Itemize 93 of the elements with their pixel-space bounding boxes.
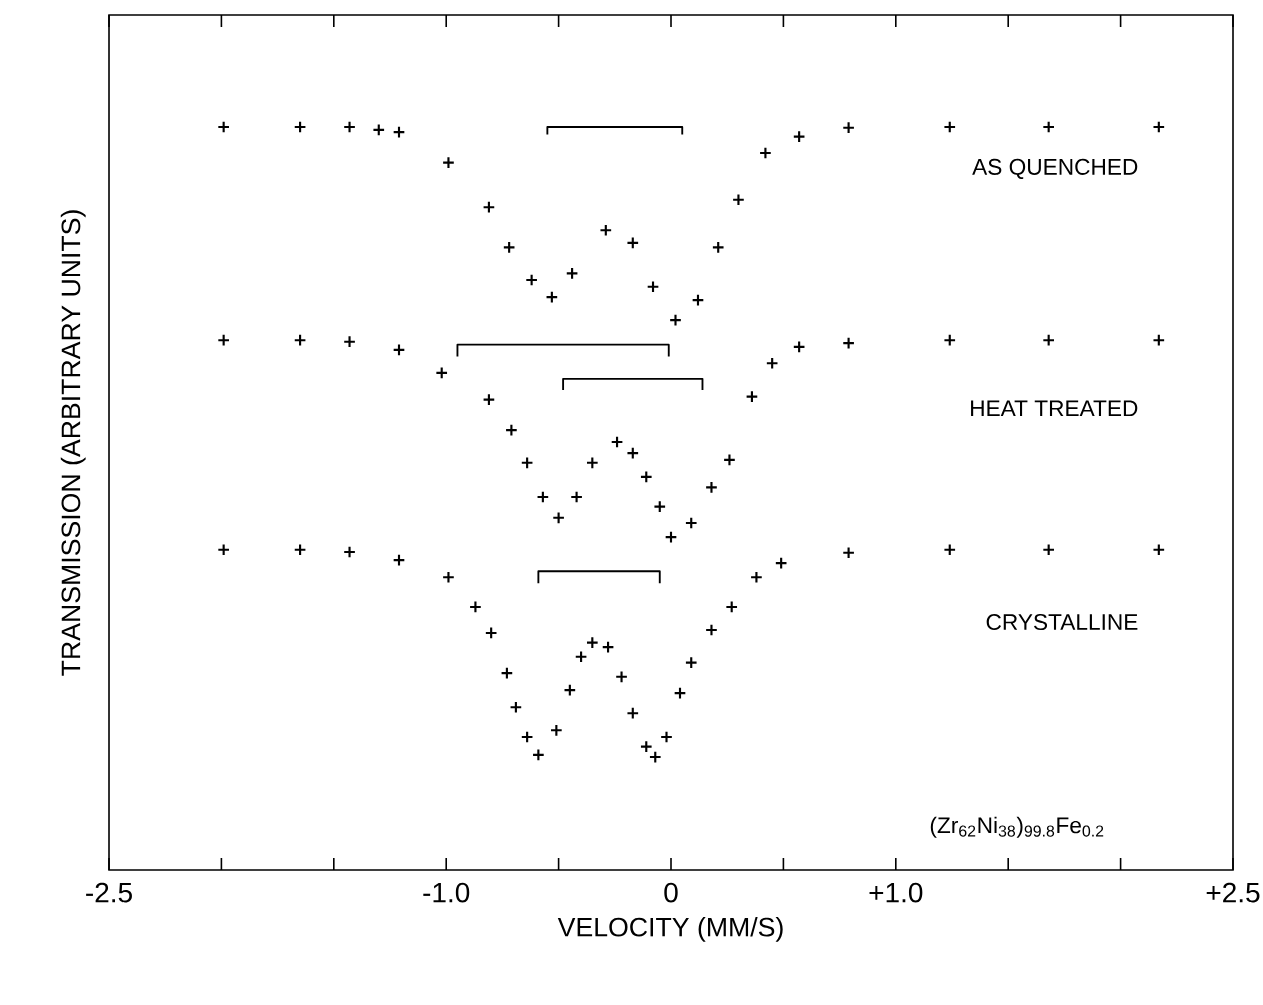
point xyxy=(217,543,231,557)
point xyxy=(615,670,628,684)
point xyxy=(343,120,356,134)
point xyxy=(482,200,496,214)
x-tick-label: +2.5 xyxy=(1206,882,1260,903)
point xyxy=(552,511,566,525)
point xyxy=(711,240,725,254)
point xyxy=(1152,333,1166,347)
annotation: HEAT TREATED xyxy=(971,400,1138,417)
point xyxy=(1042,333,1056,347)
point xyxy=(484,626,498,640)
point xyxy=(792,130,806,144)
point xyxy=(705,623,718,637)
point xyxy=(531,748,545,762)
point xyxy=(943,333,957,347)
point xyxy=(842,121,855,135)
point xyxy=(626,446,640,460)
point xyxy=(684,516,698,530)
point xyxy=(639,740,653,754)
point xyxy=(1042,120,1056,134)
point xyxy=(504,423,518,437)
point xyxy=(565,266,579,280)
point xyxy=(653,500,667,514)
point xyxy=(705,480,718,494)
point xyxy=(585,636,599,650)
point xyxy=(536,490,550,504)
point xyxy=(1042,543,1056,557)
x-axis-title: VELOCITY (MM/S) xyxy=(557,917,783,942)
point xyxy=(639,470,653,484)
point xyxy=(601,640,615,654)
point xyxy=(759,146,772,160)
point xyxy=(509,700,523,714)
point xyxy=(610,435,624,449)
point xyxy=(500,666,514,680)
point xyxy=(750,570,763,584)
point xyxy=(943,543,957,557)
point xyxy=(774,556,788,570)
point xyxy=(563,683,577,697)
annotation: CRYSTALLINE xyxy=(986,614,1138,631)
point xyxy=(520,456,534,470)
y-axis-title: TRANSMISSION (ARBITRARY UNITS) xyxy=(60,210,86,676)
point xyxy=(792,340,806,354)
point xyxy=(723,453,736,467)
point xyxy=(648,750,662,764)
point xyxy=(1152,120,1166,134)
point xyxy=(745,390,759,404)
annotation: AS QUENCHED xyxy=(972,158,1138,179)
point xyxy=(469,600,482,614)
point xyxy=(646,280,660,294)
point xyxy=(545,290,559,304)
point xyxy=(549,723,563,737)
point xyxy=(482,393,496,407)
x-tick-label: -2.5 xyxy=(86,882,132,903)
annotation: (Zr$_{62}$Ni$_{38}$)$_{99.8}$Fe$_{0.2}$ xyxy=(930,816,1104,838)
point xyxy=(691,293,705,307)
point xyxy=(442,570,455,584)
point xyxy=(585,456,599,470)
point xyxy=(732,193,745,207)
point xyxy=(842,546,855,560)
point xyxy=(293,333,307,347)
point xyxy=(293,120,307,134)
point xyxy=(574,650,588,664)
point xyxy=(442,156,455,170)
point xyxy=(570,490,583,504)
point xyxy=(343,335,356,349)
point xyxy=(372,123,386,137)
point xyxy=(392,553,406,567)
point xyxy=(842,336,855,350)
x-tick-label: -1.0 xyxy=(423,882,470,903)
point xyxy=(725,600,739,614)
point xyxy=(435,366,449,380)
point xyxy=(626,706,640,720)
point xyxy=(525,273,539,287)
point xyxy=(217,333,231,347)
point xyxy=(684,656,698,670)
x-tick-label: +1.0 xyxy=(869,882,923,903)
x-tick-label: 0 xyxy=(664,882,678,903)
point xyxy=(392,125,406,139)
point xyxy=(502,240,516,254)
point xyxy=(520,730,534,744)
point xyxy=(343,545,356,559)
point xyxy=(626,236,640,250)
point xyxy=(660,730,673,744)
point xyxy=(673,686,687,700)
point xyxy=(664,530,678,544)
point xyxy=(293,543,307,557)
point xyxy=(765,356,779,370)
point xyxy=(599,223,613,237)
point xyxy=(217,120,231,134)
point xyxy=(392,343,406,357)
point xyxy=(1152,543,1166,557)
point xyxy=(943,120,957,134)
point xyxy=(669,313,682,327)
